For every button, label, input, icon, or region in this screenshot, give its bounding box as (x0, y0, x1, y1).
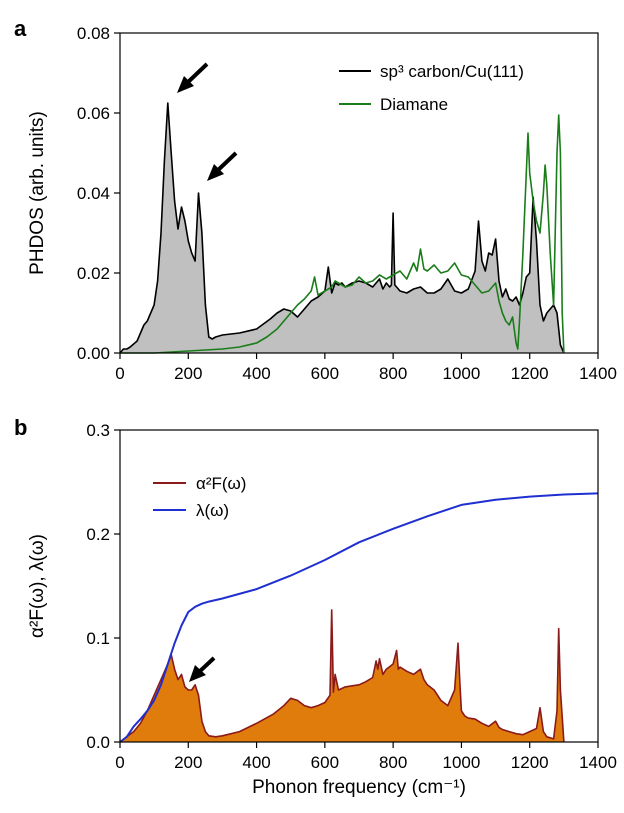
panel-b-xtick-label: 1000 (443, 753, 481, 772)
panel-a-ytick-label: 0.00 (77, 344, 110, 363)
panel-a-xtick-label: 0 (115, 364, 124, 383)
panel-b-xtick-label: 400 (242, 753, 270, 772)
x-axis-label: Phonon frequency (cm⁻¹) (252, 777, 466, 798)
panel-a-xtick-label: 1200 (511, 364, 549, 383)
panel-a-series-1-area (120, 103, 564, 353)
arrow-annotation-a2 (207, 151, 238, 181)
panel-b-xtick-label: 600 (311, 753, 339, 772)
panel-label-b: b (14, 415, 27, 440)
panel-b-chart: 0 200 400 600 800 1000 1200 1400 0.0 0.1 0.2 0.3 α²… (27, 421, 617, 798)
panel-b-xtick-label: 800 (379, 753, 407, 772)
panel-a-ytick-label: 0.08 (77, 24, 110, 43)
panel-a-xtick-label: 200 (174, 364, 202, 383)
panel-b-ytick-label: 0.2 (86, 525, 110, 544)
legend-a-label-2: Diamane (380, 95, 448, 114)
panel-b-ytick-label: 0.3 (86, 421, 110, 440)
arrow-annotation-a1 (177, 62, 209, 93)
panel-a-series-2-line (120, 114, 565, 354)
panel-a-ylabel: PHDOS (arb. units) (27, 111, 48, 275)
legend-b-label-1: α²F(ω) (196, 474, 246, 493)
panel-a-ytick-label: 0.04 (77, 184, 110, 203)
panel-b-ytick-label: 0.0 (86, 733, 110, 752)
legend-a-label-1: sp³ carbon/Cu(111) (380, 62, 524, 81)
panel-b-ylabel: α²F(ω), λ(ω) (27, 534, 48, 638)
panel-label-a: a (14, 16, 27, 41)
panel-b-series-1-area (120, 609, 564, 742)
arrow-annotation-b1 (189, 656, 216, 682)
panel-a-xtick-label: 1400 (579, 364, 617, 383)
panel-a-xtick-label: 1000 (443, 364, 481, 383)
panel-a-ytick-label: 0.02 (77, 264, 110, 283)
panel-b-frame (119, 429, 599, 743)
panel-a-chart: 0 200 400 600 800 1000 1200 1400 0.00 0.02 0.04 0.0… (27, 24, 617, 383)
panel-a-xtick-label: 600 (311, 364, 339, 383)
panel-b-series-2-line (119, 492, 599, 743)
panel-b-xtick-label: 0 (115, 753, 124, 772)
panel-b-xtick-label: 1200 (511, 753, 549, 772)
panel-b-xtick-label: 1400 (579, 753, 617, 772)
panel-a-xtick-label: 800 (379, 364, 407, 383)
panel-b-ytick-label: 0.1 (86, 629, 110, 648)
panel-b-xtick-label: 200 (174, 753, 202, 772)
panel-b-series-1-line (119, 609, 565, 743)
legend-b-label-2: λ(ω) (196, 501, 229, 520)
panel-a-ytick-label: 0.06 (77, 104, 110, 123)
panel-a-xtick-label: 400 (242, 364, 270, 383)
